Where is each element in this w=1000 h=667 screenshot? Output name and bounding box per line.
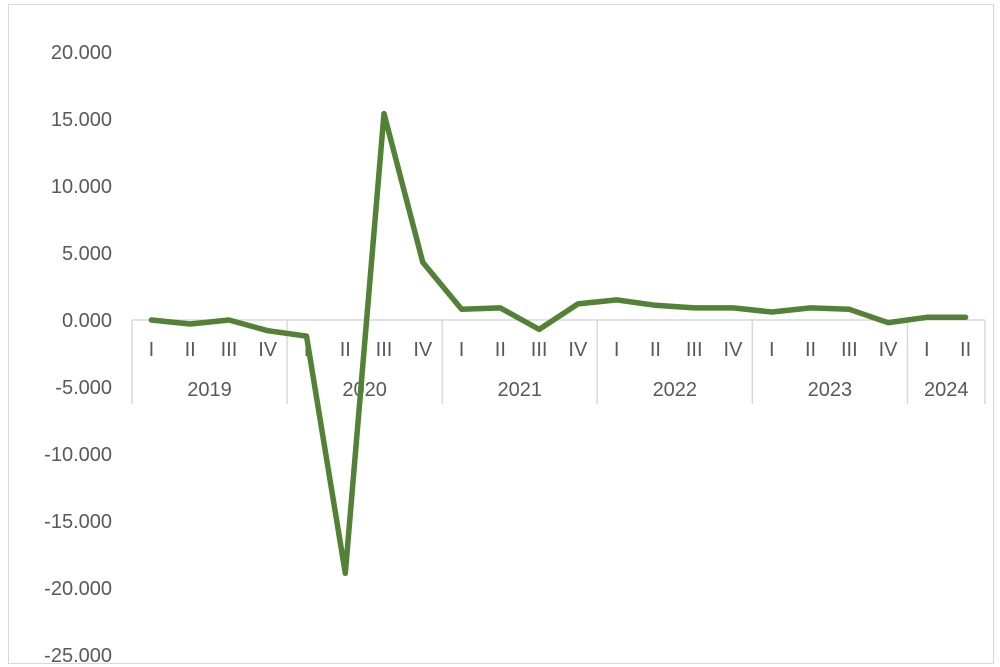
y-tick-label: -20.000 — [44, 578, 112, 600]
year-label: 2019 — [187, 379, 232, 401]
x-tick-label: IV — [724, 339, 744, 361]
year-label: 2024 — [924, 379, 969, 401]
y-tick-label: -5.000 — [55, 377, 112, 399]
y-tick-label: -15.000 — [44, 511, 112, 533]
x-tick-label: II — [960, 339, 971, 361]
x-tick-label: IV — [258, 339, 278, 361]
x-tick-label: II — [185, 339, 196, 361]
y-tick-label: 5.000 — [62, 243, 112, 265]
x-tick-label: III — [221, 339, 238, 361]
year-label: 2021 — [497, 379, 542, 401]
y-axis: 20.000 15.000 10.000 5.000 0.000 -5.000 -10.00… — [44, 42, 112, 667]
series-line — [148, 110, 969, 577]
x-tick-label: III — [686, 339, 703, 361]
year-label: 2020 — [342, 379, 387, 401]
series-group — [148, 110, 969, 577]
x-tick-label: I — [459, 339, 465, 361]
x-tick-label: IV — [568, 339, 588, 361]
x-tick-label: II — [650, 339, 661, 361]
x-tick-label: I — [149, 339, 155, 361]
year-label: 2022 — [653, 379, 698, 401]
y-tick-label: -10.000 — [44, 444, 112, 466]
x-tick-label: II — [805, 339, 816, 361]
y-tick-label: 0.000 — [62, 310, 112, 332]
y-tick-label: 20.000 — [51, 42, 112, 64]
year-label: 2023 — [808, 379, 853, 401]
x-tick-label: II — [495, 339, 506, 361]
x-tick-label: III — [531, 339, 548, 361]
chart-frame — [8, 4, 994, 664]
x-tick-label: I — [614, 339, 620, 361]
x-tick-label: I — [924, 339, 930, 361]
x-tick-label: I — [769, 339, 775, 361]
y-tick-label: -25.000 — [44, 645, 112, 667]
x-tick-label: III — [841, 339, 858, 361]
x-tick-label: II — [340, 339, 351, 361]
y-tick-label: 10.000 — [51, 176, 112, 198]
x-axis: I II III IV I II III IV I II III IV I II III IV I II III IV… — [131, 319, 986, 404]
y-tick-label: 15.000 — [51, 109, 112, 131]
x-tick-label: IV — [879, 339, 899, 361]
x-tick-label: III — [376, 339, 393, 361]
x-tick-label: IV — [413, 339, 433, 361]
